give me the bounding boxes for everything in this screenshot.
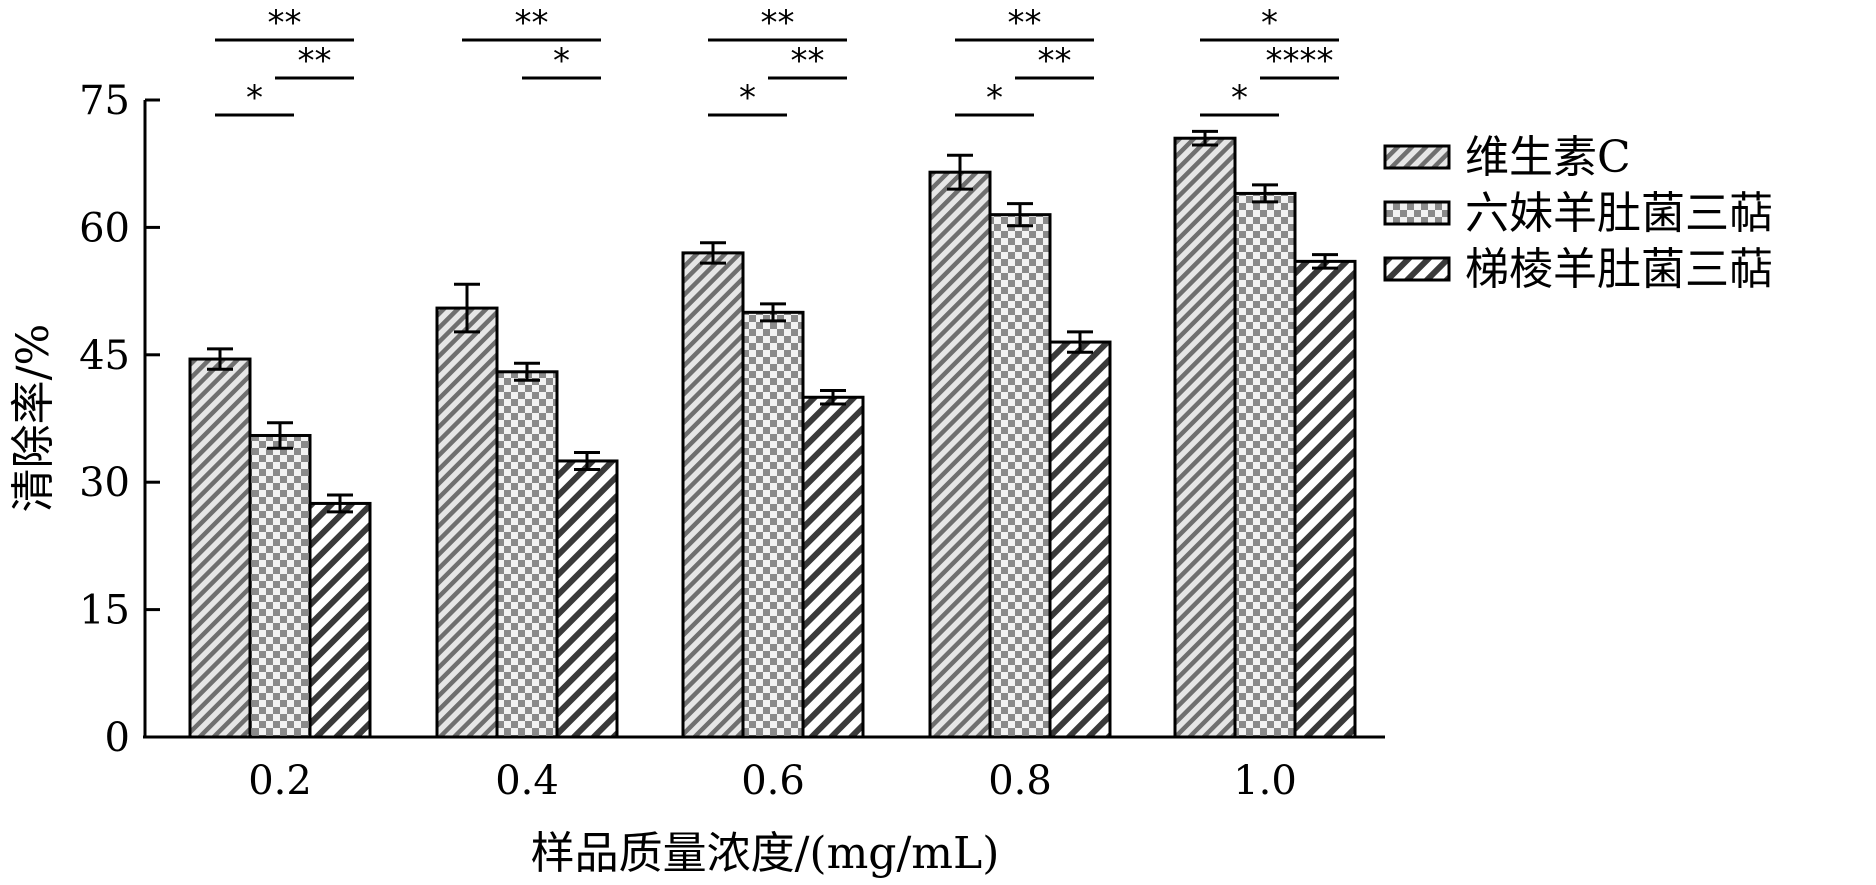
sig-label-g0-0: ** (268, 3, 302, 43)
sig-label-g2-2: * (739, 78, 756, 118)
sig-label-g0-1: ** (298, 41, 332, 81)
legend-swatch-0 (1383, 144, 1451, 170)
x-tick-label-3: 0.8 (988, 758, 1052, 804)
bar-s2-g3 (1048, 340, 1112, 739)
legend-swatch-1 (1383, 200, 1451, 226)
bar-s1-g0 (248, 433, 312, 739)
sig-label-g1-1: * (553, 41, 570, 81)
bar-s0-g0 (188, 357, 252, 739)
sig-label-g3-2: * (986, 78, 1003, 118)
bar-s1-g4 (1233, 191, 1297, 739)
sig-label-g2-1: ** (791, 41, 825, 81)
bar-s2-g1 (555, 459, 619, 739)
y-tick-label-1: 15 (79, 588, 130, 634)
bar-s2-g2 (801, 395, 865, 739)
x-tick-label-1: 0.4 (495, 758, 559, 804)
bar-s2-g4 (1293, 259, 1357, 739)
x-tick-label-0: 0.2 (248, 758, 312, 804)
sig-label-g3-0: ** (1008, 3, 1042, 43)
sig-label-g4-1: **** (1266, 41, 1334, 81)
sig-label-g2-0: ** (761, 3, 795, 43)
y-tick-label-2: 30 (79, 460, 130, 506)
y-tick-label-4: 60 (79, 205, 130, 251)
y-ticks: 0 15 30 45 60 75 (79, 78, 160, 761)
bar-s1-g3 (988, 213, 1052, 739)
error-bars (207, 129, 1338, 514)
y-axis-title: 清除率/% (8, 324, 59, 513)
y-tick-label-3: 45 (79, 333, 130, 379)
legend-label-0: 维生素C (1465, 132, 1631, 183)
sig-label-g4-2: * (1231, 78, 1248, 118)
sig-label-g4-0: * (1261, 3, 1278, 43)
bars (188, 136, 1357, 739)
bar-s0-g4 (1173, 136, 1237, 739)
bar-s0-g2 (681, 251, 745, 739)
significance-annotations: ************************ (215, 3, 1339, 118)
bar-s0-g1 (435, 306, 499, 739)
x-tick-label-4: 1.0 (1233, 758, 1297, 804)
sig-label-g0-2: * (246, 78, 263, 118)
bar-s1-g2 (741, 310, 805, 739)
legend-label-2: 梯棱羊肚菌三萜 (1465, 244, 1773, 295)
sig-label-g3-1: ** (1038, 41, 1072, 81)
x-axis-title: 样品质量浓度/(mg/mL) (531, 828, 1000, 879)
sig-label-g1-0: ** (515, 3, 549, 43)
bar-s1-g1 (495, 370, 559, 739)
y-tick-label-5: 75 (79, 78, 130, 124)
bar-s0-g3 (928, 170, 992, 739)
y-tick-label-0: 0 (105, 715, 130, 761)
bar-s2-g0 (308, 501, 372, 739)
legend-label-1: 六妹羊肚菌三萜 (1465, 188, 1773, 239)
x-tick-label-2: 0.6 (741, 758, 805, 804)
legend-swatch-2 (1383, 256, 1451, 282)
